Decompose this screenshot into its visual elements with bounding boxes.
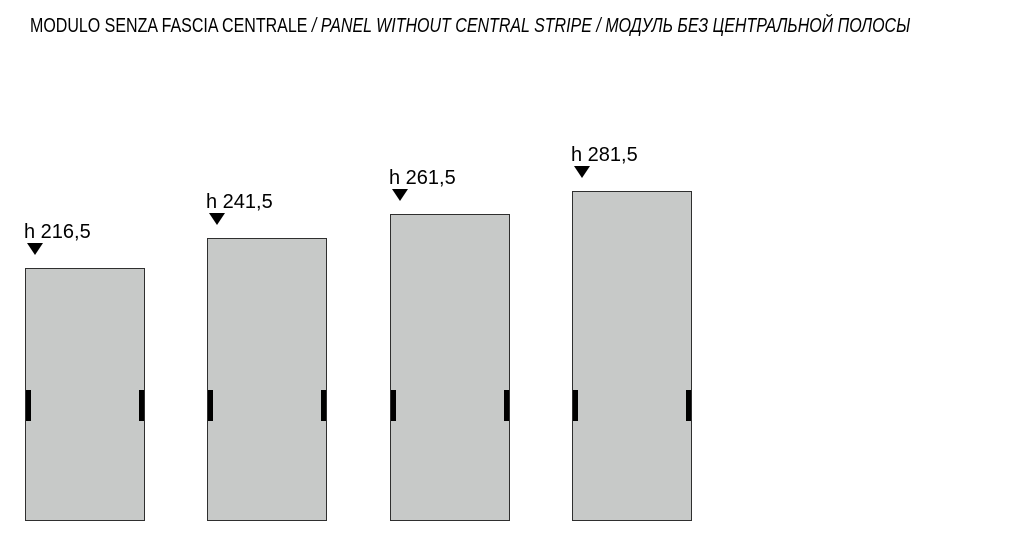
left-edge-marker — [573, 390, 578, 421]
down-arrow-icon — [574, 166, 590, 178]
right-edge-marker — [686, 390, 691, 421]
panel-height-label: h 281,5 — [571, 144, 638, 166]
down-arrow-icon — [392, 189, 408, 201]
page-title: MODULO SENZA FASCIA CENTRALE / PANEL WIT… — [30, 16, 910, 36]
down-arrow-icon — [27, 243, 43, 255]
panel-rect — [390, 214, 510, 521]
panel-height-label: h 261,5 — [389, 167, 456, 189]
title-english-russian: / PANEL WITHOUT CENTRAL STRIPE / МОДУЛЬ … — [311, 15, 911, 37]
right-edge-marker — [504, 390, 509, 421]
title-italian: MODULO SENZA FASCIA CENTRALE — [30, 15, 308, 37]
panel-rect — [207, 238, 327, 521]
down-arrow-icon — [209, 213, 225, 225]
left-edge-marker — [208, 390, 213, 421]
left-edge-marker — [391, 390, 396, 421]
left-edge-marker — [26, 390, 31, 421]
right-edge-marker — [321, 390, 326, 421]
panel-height-label: h 216,5 — [24, 221, 91, 243]
panel-rect — [25, 268, 145, 521]
right-edge-marker — [139, 390, 144, 421]
panel-height-label: h 241,5 — [206, 191, 273, 213]
panel-rect — [572, 191, 692, 521]
